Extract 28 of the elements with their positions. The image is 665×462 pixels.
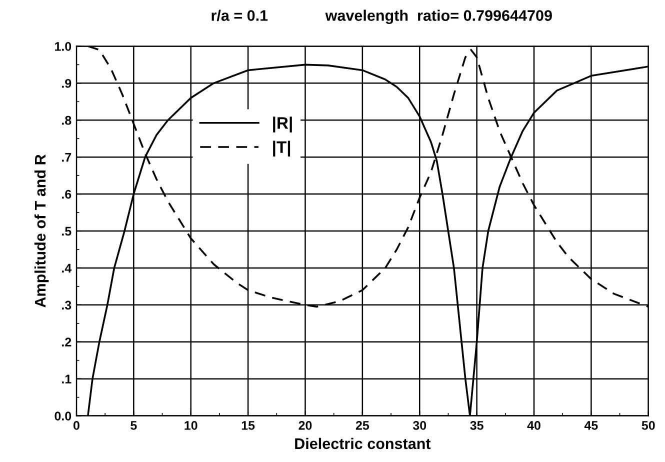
legend-label: |T| [273,140,290,157]
x-tick-label: 10 [184,420,198,430]
chart-subtitle: wavelength ratio= 0.799644709 [325,10,552,24]
y-tick-label: .1 [62,374,72,384]
y-tick-label: .9 [62,78,72,88]
y-tick-label: .4 [62,264,72,272]
x-tick-label: 50 [642,420,655,430]
x-tick-label: 40 [527,420,540,430]
y-tick-label: .7 [62,153,72,162]
x-tick-label: 35 [470,420,484,430]
x-tick-label: 45 [584,421,598,430]
x-tick-label: 25 [356,420,370,430]
x-tick-label: 20 [298,420,312,430]
x-tick-label: 15 [242,421,255,430]
y-tick-label: .3 [62,300,72,310]
y-axis-title: Amplitude of T and R [34,154,49,308]
y-tick-label: .5 [62,226,72,236]
y-tick-label: 0.0 [54,412,72,420]
y-tick-label: .2 [62,338,72,346]
x-tick-label: 30 [412,420,426,430]
y-tick-label: 1.0 [55,42,72,51]
y-tick-label: .8 [62,116,72,125]
legend-label: |R| [273,116,292,132]
x-tick-label: 5 [130,421,137,430]
x-tick-label: 0 [73,420,80,430]
y-tick-label: .6 [62,190,72,199]
chart-title: r/a = 0.1 [212,10,268,22]
x-axis-title: Dielectric constant [295,438,431,450]
